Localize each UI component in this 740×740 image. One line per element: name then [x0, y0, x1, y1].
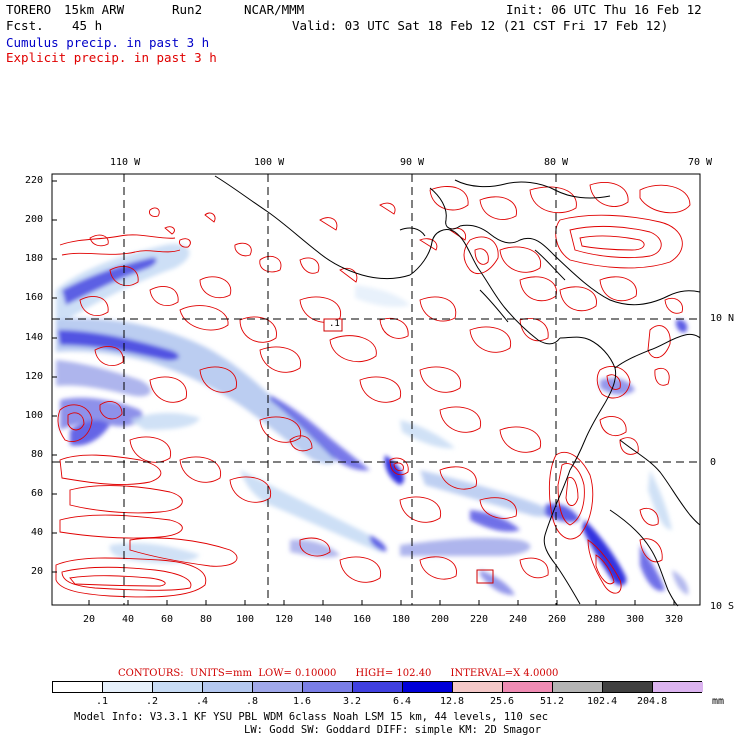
model-info: Model Info: V3.3.1 KF YSU PBL WDM 6class…: [74, 711, 549, 723]
x-tick: 100: [236, 614, 255, 625]
contours-info: CONTOURS: UNITS=mm LOW= 0.10000 HIGH= 10…: [118, 668, 558, 679]
colorbar-tick-label: 204.8: [637, 696, 668, 707]
colorbar-tick-label: 6.4: [393, 696, 412, 707]
colorbar-cell: [153, 682, 203, 692]
colorbar-cell: [603, 682, 653, 692]
y-tick: 80: [31, 449, 44, 460]
lat-label-10s: 10 S: [710, 601, 735, 612]
forecast-value: 45 h: [72, 18, 103, 33]
lat-label-10n: 10 N: [710, 313, 735, 324]
y-tick: 160: [25, 292, 44, 303]
x-tick: 20: [83, 614, 96, 625]
coastline: [214, 175, 701, 607]
y-tick: 100: [25, 410, 44, 421]
graticule: [52, 174, 700, 605]
colorbar-tick-label: 102.4: [587, 696, 618, 707]
x-tick: 240: [509, 614, 528, 625]
contours-units: UNITS=mm: [190, 668, 253, 679]
colorbar-tick-label: .4: [196, 696, 209, 707]
colorbar-tick-label: 51.2: [540, 696, 565, 707]
y-tick: 200: [25, 214, 44, 225]
colorbar-cell: [403, 682, 453, 692]
y-tick: 40: [31, 527, 44, 538]
x-tick: 200: [431, 614, 450, 625]
x-tick: 300: [626, 614, 645, 625]
colorbar-tick-label: 3.2: [343, 696, 362, 707]
lon-label-70w: 70 W: [688, 157, 713, 168]
colorbar-cell: [303, 682, 353, 692]
organization: NCAR/MMM: [244, 2, 305, 17]
lon-label-90w: 90 W: [400, 157, 425, 168]
axis-ticks: [52, 180, 675, 605]
colorbar-cell: [103, 682, 153, 692]
run-label: Run2: [172, 2, 203, 17]
colorbar-tick-label: 12.8: [440, 696, 465, 707]
y-tick: 20: [31, 566, 44, 577]
x-tick: 220: [470, 614, 489, 625]
colorbar-unit: mm: [712, 696, 725, 707]
max-box-1: [323, 318, 343, 332]
contours-interval: INTERVAL=X 4.0000: [450, 668, 559, 679]
colorbar-tick-label: 1.6: [293, 696, 312, 707]
lat-label-0: 0: [710, 457, 717, 468]
cumulus-precip-field: [56, 244, 689, 596]
lon-label-80w: 80 W: [544, 157, 569, 168]
x-tick: 40: [122, 614, 135, 625]
map-frame: [51, 173, 701, 606]
x-tick: 80: [200, 614, 213, 625]
colorbar-cell: [203, 682, 253, 692]
init-time: Init: 06 UTC Thu 16 Feb 12: [506, 2, 702, 17]
lon-label-110w: 110 W: [110, 157, 141, 168]
contours-low: LOW= 0.10000: [258, 668, 337, 679]
model-name: TORERO: [6, 2, 52, 17]
valid-time: Valid: 03 UTC Sat 18 Feb 12 (21 CST Fri …: [292, 18, 669, 33]
colorbar-cell: [503, 682, 553, 692]
explicit-precip-contours: [55, 182, 691, 598]
x-tick: 260: [548, 614, 567, 625]
x-tick: 320: [665, 614, 684, 625]
contours-label: CONTOURS:: [118, 668, 184, 679]
cumulus-legend: Cumulus precip. in past 3 h: [6, 35, 210, 50]
colorbar-tick-label: .2: [146, 696, 159, 707]
colorbar-tick-label: .8: [246, 696, 259, 707]
contours-high: HIGH= 102.40: [355, 668, 432, 679]
box-label: .1: [329, 319, 340, 329]
colorbar-cell: [453, 682, 503, 692]
x-tick: 280: [587, 614, 606, 625]
x-tick: 60: [161, 614, 174, 625]
colorbar-cell: [353, 682, 403, 692]
colorbar-cell: [253, 682, 303, 692]
forecast-label: Fcst.: [6, 18, 44, 33]
x-tick: 180: [392, 614, 411, 625]
lon-label-100w: 100 W: [254, 157, 285, 168]
explicit-legend: Explicit precip. in past 3 h: [6, 50, 217, 65]
colorbar-cell: [553, 682, 603, 692]
x-tick: 140: [314, 614, 333, 625]
colorbar-cell: [53, 682, 103, 692]
y-tick: 140: [25, 332, 44, 343]
x-tick: 160: [353, 614, 372, 625]
colorbar-tick-label: 25.6: [490, 696, 515, 707]
colorbar-cell: [653, 682, 703, 692]
y-tick: 220: [25, 175, 44, 186]
physics-info: LW: Godd SW: Goddard DIFF: simple KM: 2D…: [244, 724, 542, 736]
y-tick: 60: [31, 488, 44, 499]
colorbar: [52, 681, 703, 693]
y-tick: 120: [25, 371, 44, 382]
colorbar-tick-label: .1: [96, 696, 109, 707]
y-tick: 180: [25, 253, 44, 264]
max-box-2: [476, 569, 494, 584]
x-tick: 120: [275, 614, 294, 625]
model-resolution: 15km ARW: [64, 2, 125, 17]
